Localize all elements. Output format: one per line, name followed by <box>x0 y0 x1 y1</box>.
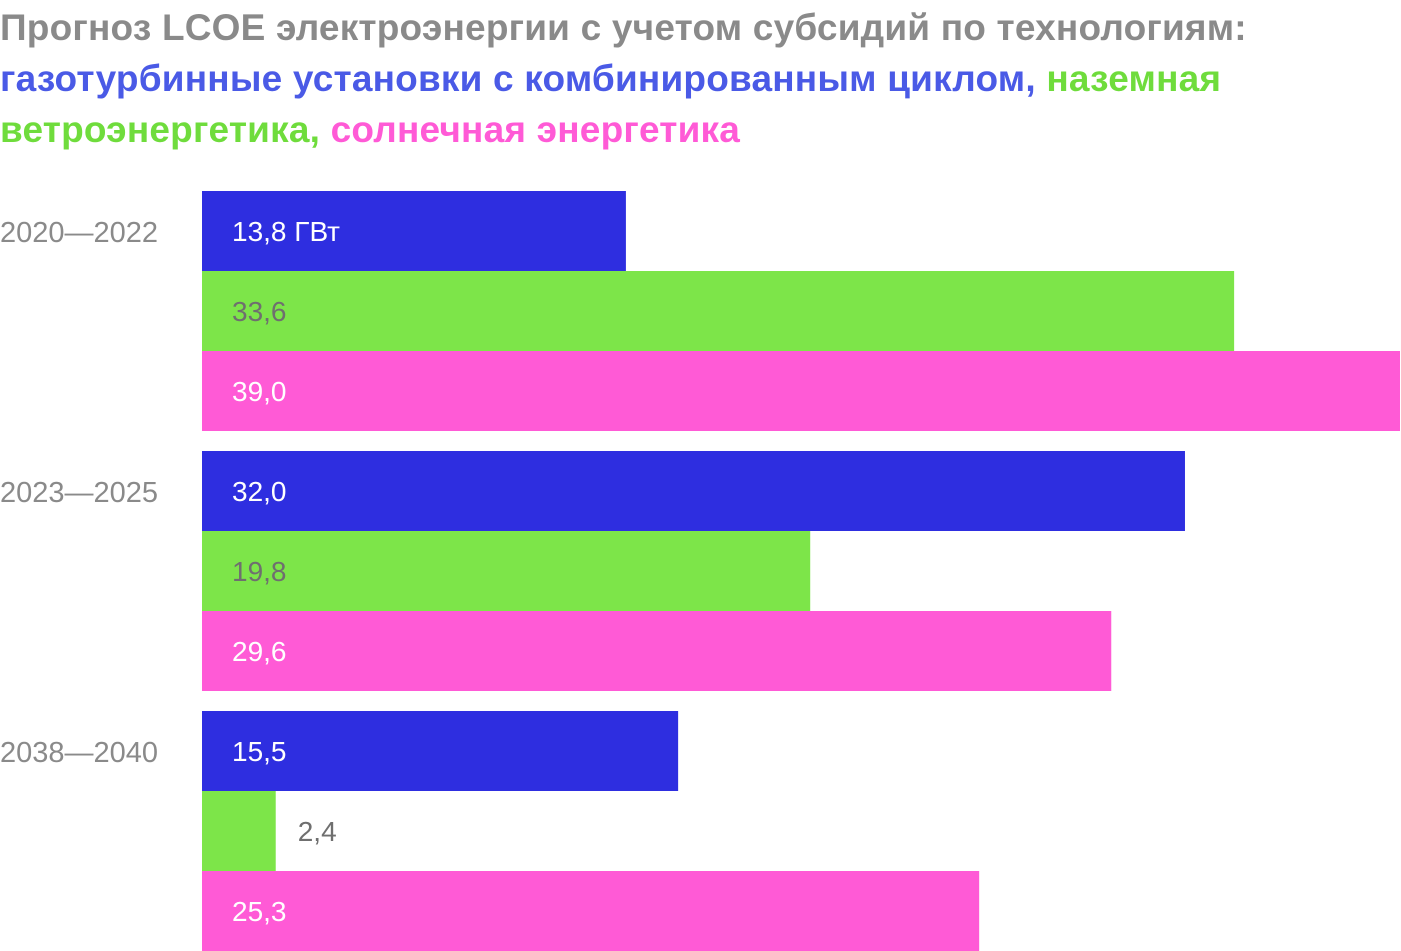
value-label: 29,6 <box>232 636 287 667</box>
category-label: 2038—2040 <box>0 737 158 769</box>
value-label: 15,5 <box>232 736 287 767</box>
bar-wind <box>202 791 276 871</box>
value-label: 19,8 <box>232 556 287 587</box>
title-gas-series: газотурбинные установки с комбинированны… <box>0 58 1026 99</box>
value-label: 2,4 <box>298 816 337 847</box>
category-label: 2023—2025 <box>0 477 158 509</box>
bar-solar <box>202 611 1112 691</box>
bar-wind <box>202 531 811 611</box>
value-label: 25,3 <box>232 896 287 927</box>
value-label: 32,0 <box>232 476 287 507</box>
title-sep-1: , <box>1025 58 1047 99</box>
bar-solar <box>202 871 980 951</box>
category-label: 2020—2022 <box>0 217 158 249</box>
bar-gas <box>202 451 1185 531</box>
title-wind-series: наземная ветроэнергетика <box>0 58 1222 150</box>
title-sep-2: , <box>309 109 331 150</box>
bar-solar <box>202 351 1400 431</box>
chart-title: Прогноз LCOE электроэнергии с учетом суб… <box>0 2 1400 155</box>
bar-wind <box>202 271 1235 351</box>
value-label: 13,8 ГВт <box>232 216 340 247</box>
value-label: 39,0 <box>232 376 287 407</box>
value-label: 33,6 <box>232 296 287 327</box>
bar-gas <box>202 191 626 271</box>
title-solar-series: солнечная энергетика <box>330 109 741 150</box>
title-prefix: Прогноз LCOE электроэнергии с учетом суб… <box>0 7 1247 48</box>
bar-gas <box>202 711 679 791</box>
